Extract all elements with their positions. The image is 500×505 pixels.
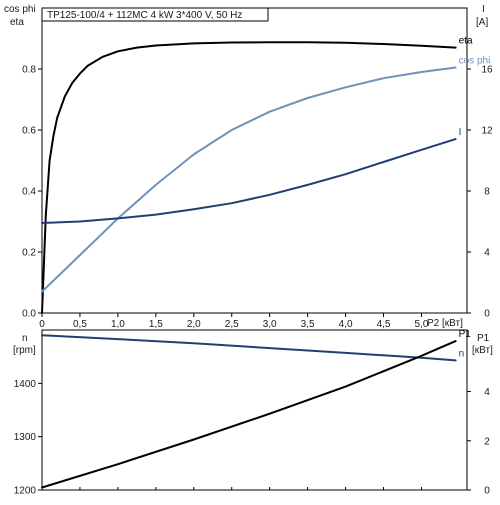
x-tick-label: 1,0 <box>111 319 125 330</box>
chart-marks: 0 0,5 1,0 1,5 2,0 2,5 3,0 3,5 4,0 4,5 5,0 0.0 0.2 0.4… <box>14 36 493 497</box>
x-tick-label: 2,0 <box>187 319 201 330</box>
bottom-right-y-tick-label: 0 <box>484 486 490 497</box>
bottom-left-y-tick-label: 1400 <box>14 379 37 390</box>
title-box <box>41 7 269 22</box>
series-label-eta: eta <box>459 36 473 47</box>
top-left-y-tick-label: 0.4 <box>22 187 36 198</box>
top-right-y-tick-label: 16 <box>481 65 493 76</box>
series-line-eta <box>41 41 457 314</box>
x-tick-label: 0,5 <box>73 319 87 330</box>
series-line-p1 <box>41 340 457 489</box>
series-label-i: I <box>459 127 462 138</box>
series-line-n <box>41 334 457 362</box>
chart-title: TP125-100/4 + 112MC 4 kW 3*400 V, 50 Hz <box>47 10 242 21</box>
x-tick-label: 2,5 <box>225 319 239 330</box>
bottom-right-axis-label-unit: [кВт] <box>472 345 493 356</box>
x-tick-label: 4,5 <box>377 319 391 330</box>
top-right-y-tick-label: 4 <box>484 248 490 259</box>
top-left-y-tick-label: 0.0 <box>22 309 36 320</box>
bottom-right-axis-label-p1: P1 <box>477 333 490 344</box>
top-right-axis-label-i: I <box>482 4 485 15</box>
top-right-y-tick-label: 12 <box>481 126 493 137</box>
x-tick-label: 3,0 <box>263 319 277 330</box>
top-left-axis-label-cosphi: cos phi <box>4 4 36 15</box>
top-left-y-tick-label: 0.2 <box>22 248 36 259</box>
bottom-left-y-tick-label: 1200 <box>14 486 37 497</box>
x-tick-label: 5,0 <box>415 319 429 330</box>
bottom-left-y-tick-label: 1300 <box>14 432 37 443</box>
series-label-p1: P1 <box>459 329 472 340</box>
bottom-right-y-tick-label: 4 <box>484 387 490 398</box>
top-right-y-tick-label: 8 <box>484 187 490 198</box>
top-plot-frame <box>41 7 468 314</box>
x-axis-label: P2 [кВт] <box>427 318 463 329</box>
series-line-cos-phi <box>41 66 457 293</box>
top-right-y-tick-label: 0 <box>484 309 490 320</box>
x-tick-label: 1,5 <box>149 319 163 330</box>
bottom-right-y-tick-label: 2 <box>484 436 490 447</box>
top-right-axis-label-unit: [A] <box>476 17 488 28</box>
series-label-n: n <box>459 348 465 359</box>
x-tick-label: 4,0 <box>339 319 353 330</box>
bottom-left-axis-label-n: n <box>22 333 28 344</box>
top-left-axis-label-eta: eta <box>10 17 24 28</box>
top-left-y-tick-label: 0.6 <box>22 126 36 137</box>
x-tick-label: 3,5 <box>301 319 315 330</box>
x-tick-label: 0 <box>39 319 45 330</box>
bottom-left-axis-label-unit: [rpm] <box>13 345 36 356</box>
series-line-i <box>41 138 457 224</box>
top-left-y-tick-label: 0.8 <box>22 65 36 76</box>
bottom-plot-frame <box>41 329 468 491</box>
series-label-cos-phi: cos phi <box>459 55 491 66</box>
